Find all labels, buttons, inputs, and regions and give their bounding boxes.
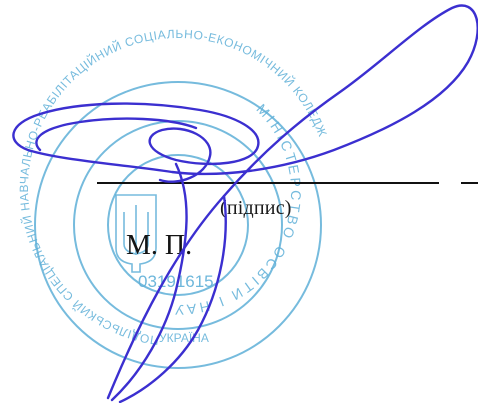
stamp-core-circle [107,154,249,296]
signature-line [97,182,439,184]
trident-emblem-icon [115,194,157,273]
stamp-outer-circle [34,81,322,369]
seal-place-label: М. П. [126,230,193,261]
signature-caption: (підпис) [220,197,292,219]
stamp-code: 03191615 [138,272,214,291]
signature-line-tail [461,182,478,184]
stamp-inner-circle [73,120,283,330]
